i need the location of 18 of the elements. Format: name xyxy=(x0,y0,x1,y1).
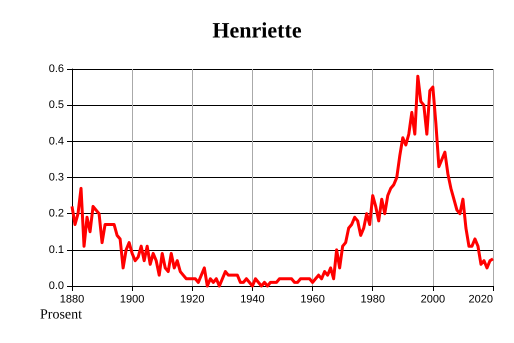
x-tick-label: 1940 xyxy=(240,294,265,306)
x-tick-label: 1920 xyxy=(180,294,205,306)
y-tick-label: 0.3 xyxy=(48,172,64,184)
line-series xyxy=(70,74,494,288)
y-tick-label: 0.2 xyxy=(48,208,64,220)
x-tick-label: 2020 xyxy=(468,294,493,306)
y-tick-label: 0.1 xyxy=(48,244,64,256)
y-tick-label: 0.0 xyxy=(48,280,64,292)
x-tick-label: 1880 xyxy=(60,294,84,306)
y-axis-title: Prosent xyxy=(40,308,82,322)
y-tick-label: 0.4 xyxy=(48,135,64,148)
x-tick-label: 1960 xyxy=(300,294,325,306)
x-tick-label: 2000 xyxy=(420,294,446,306)
x-tick-label: 1900 xyxy=(120,294,144,306)
x-tick-label: 1980 xyxy=(360,294,385,306)
y-tick-label: 0.6 xyxy=(48,63,64,75)
y-tick-label: 0.5 xyxy=(48,99,64,112)
chart-title: Henriette xyxy=(212,18,302,42)
